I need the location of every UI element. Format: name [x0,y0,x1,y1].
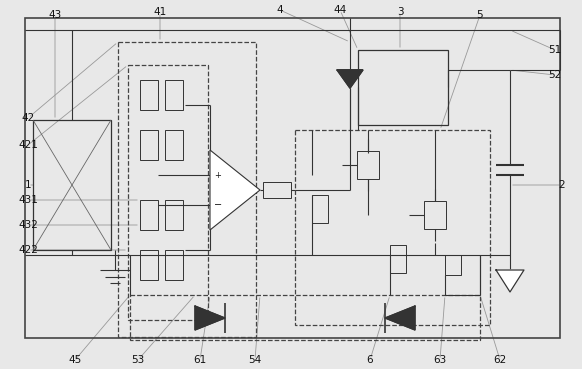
Text: +: + [215,170,221,179]
Text: −: − [214,200,222,210]
Polygon shape [496,270,524,292]
Polygon shape [385,306,415,330]
Bar [128,65,208,320]
Bar [33,120,111,250]
Text: 41: 41 [154,7,166,17]
Text: 431: 431 [18,195,38,205]
Bar [130,295,480,340]
Bar [165,80,183,110]
Bar [140,80,158,110]
Bar [263,182,291,198]
Text: 43: 43 [48,10,62,20]
Bar [295,130,490,325]
Text: 51: 51 [548,45,562,55]
Text: 42: 42 [22,113,34,123]
Bar [165,250,183,280]
Text: 53: 53 [132,355,144,365]
Polygon shape [337,70,363,88]
Polygon shape [195,306,225,330]
Bar [357,151,379,179]
Bar [358,50,448,125]
Text: 422: 422 [18,245,38,255]
Text: 5: 5 [477,10,483,20]
Bar [445,255,461,275]
Bar [118,42,256,337]
Bar [165,130,183,160]
Text: 61: 61 [193,355,207,365]
Text: 6: 6 [367,355,373,365]
Text: 1: 1 [24,180,31,190]
Bar [390,245,406,273]
Bar [140,130,158,160]
Bar [140,200,158,230]
Text: 3: 3 [397,7,403,17]
Text: 54: 54 [249,355,262,365]
Bar [312,195,328,223]
Text: 62: 62 [494,355,506,365]
Bar [165,200,183,230]
Text: 52: 52 [548,70,562,80]
Text: 4: 4 [276,5,283,15]
Bar [140,250,158,280]
Text: 2: 2 [559,180,565,190]
Text: 63: 63 [434,355,446,365]
Text: 45: 45 [68,355,81,365]
Bar [25,18,560,338]
Text: 432: 432 [18,220,38,230]
Bar [424,201,446,229]
Text: 421: 421 [18,140,38,150]
Text: 44: 44 [333,5,347,15]
Polygon shape [210,150,260,230]
